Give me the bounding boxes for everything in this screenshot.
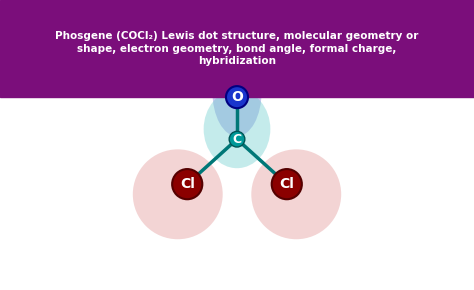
- Ellipse shape: [251, 149, 341, 239]
- Text: Cl: Cl: [180, 177, 195, 191]
- Text: Phosgene (COCl₂) Lewis dot structure, molecular geometry or
shape, electron geom: Phosgene (COCl₂) Lewis dot structure, mo…: [55, 31, 419, 66]
- Text: O: O: [231, 90, 243, 104]
- Text: Cl: Cl: [279, 177, 294, 191]
- Ellipse shape: [172, 169, 202, 199]
- Ellipse shape: [212, 46, 262, 136]
- Ellipse shape: [133, 149, 223, 239]
- Ellipse shape: [272, 169, 302, 199]
- FancyBboxPatch shape: [0, 0, 474, 97]
- Ellipse shape: [226, 86, 248, 108]
- Text: C: C: [232, 133, 242, 146]
- Ellipse shape: [204, 90, 270, 168]
- Ellipse shape: [229, 131, 245, 147]
